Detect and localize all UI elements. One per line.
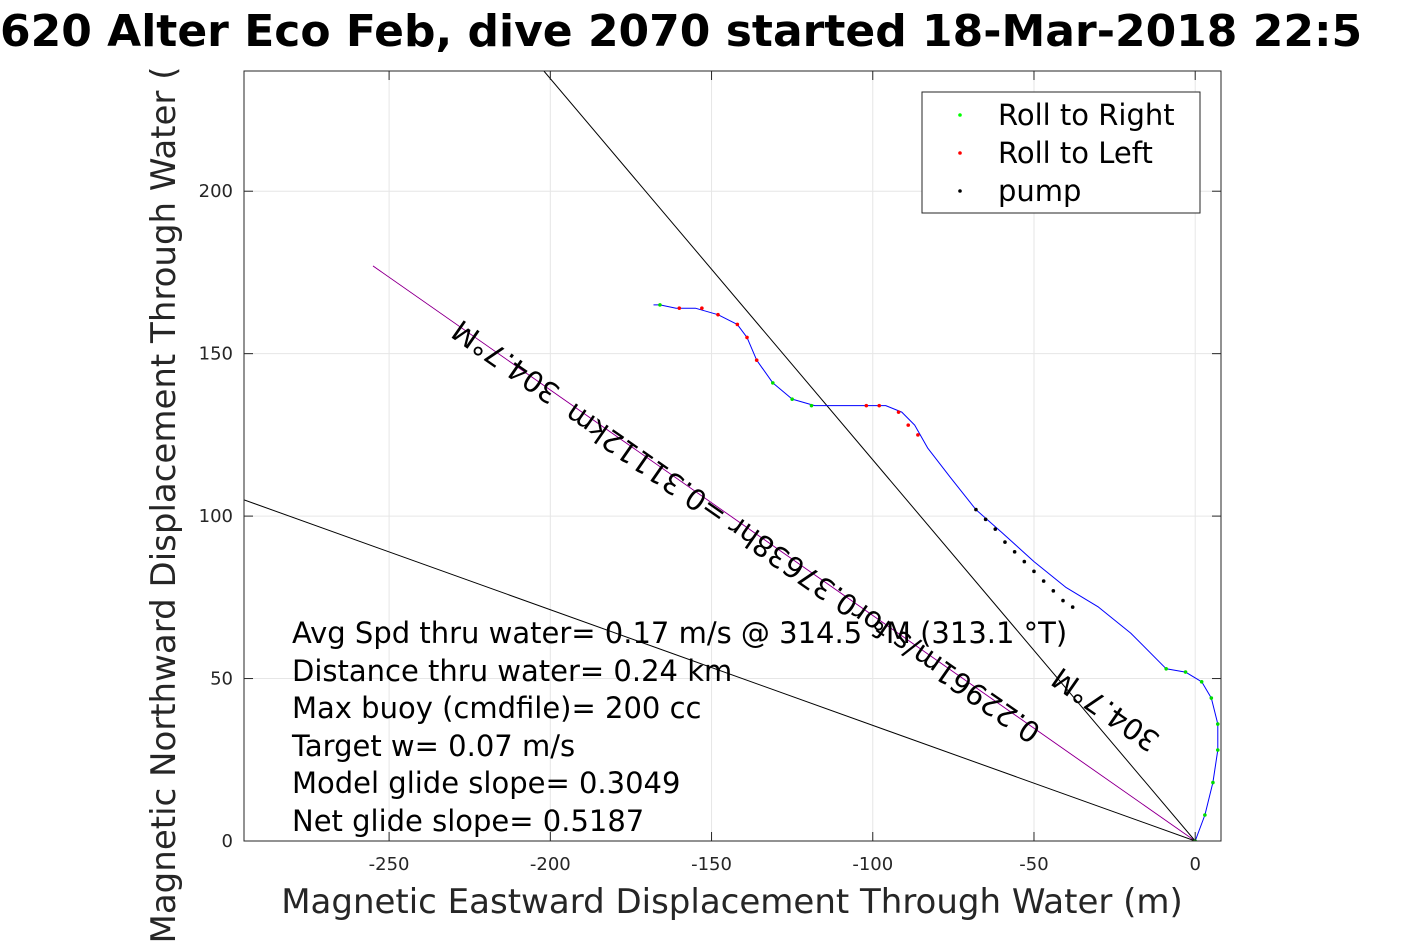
legend-label-roll-left: Roll to Left xyxy=(998,136,1153,170)
x-tick-label: -100 xyxy=(852,854,893,875)
roll-right-point xyxy=(1211,780,1215,785)
roll-left-point xyxy=(916,433,920,437)
stat-distance: Distance thru water= 0.24 km xyxy=(292,654,732,688)
x-tick-label: -200 xyxy=(530,854,571,875)
stat-model-glide: Model glide slope= 0.3049 xyxy=(292,766,680,800)
tick-layer: -250 -200 -150 -100 -50 0 0 50 100 150 200 xyxy=(199,71,1221,875)
roll-right-point xyxy=(1203,813,1207,817)
legend-marker-pump xyxy=(958,189,962,193)
pump-point xyxy=(1061,598,1065,603)
pump-point xyxy=(1032,569,1036,574)
stat-net-glide: Net glide slope= 0.5187 xyxy=(292,804,644,838)
pump-point xyxy=(1022,559,1027,564)
roll-left-point xyxy=(677,306,682,310)
roll-right-point xyxy=(1215,748,1220,752)
x-tick-label: 0 xyxy=(1189,854,1200,875)
roll-right-point xyxy=(809,403,814,408)
legend-label-roll-right: Roll to Right xyxy=(998,98,1175,132)
roll-left-point xyxy=(700,306,704,310)
y-tick-label: 0 xyxy=(222,831,233,852)
roll-right-point xyxy=(1199,680,1204,684)
y-tick-label: 150 xyxy=(199,344,233,365)
pump-point xyxy=(1041,579,1046,583)
roll-right-point xyxy=(1164,667,1168,671)
pump-point xyxy=(1070,605,1075,609)
dive-track-line xyxy=(653,304,1219,841)
pump-point xyxy=(1051,589,1056,593)
stat-max-buoy: Max buoy (cmdfile)= 200 cc xyxy=(292,691,701,725)
pump-point xyxy=(983,517,988,522)
y-tick-label: 100 xyxy=(199,506,233,527)
roll-right-point xyxy=(1209,696,1214,700)
pump-point xyxy=(974,507,978,512)
y-tick-label: 200 xyxy=(199,181,233,202)
reference-line-2 xyxy=(244,499,1196,841)
roll-left-point xyxy=(745,335,749,340)
roll-right-point xyxy=(771,381,775,385)
pump-point xyxy=(1012,550,1017,554)
chart-title: 620 Alter Eco Feb, dive 2070 started 18-… xyxy=(0,6,1363,57)
y-tick-label: 50 xyxy=(210,669,233,690)
roll-left-point xyxy=(716,312,720,317)
reference-line-1 xyxy=(543,71,1196,841)
roll-left-point xyxy=(735,322,740,327)
x-tick-label: -150 xyxy=(691,854,732,875)
y-axis-label: Magnetic Northward Displacement Through … xyxy=(144,67,184,944)
legend-marker-roll-right xyxy=(958,113,962,117)
roll-left-point xyxy=(877,403,882,408)
legend-marker-roll-left xyxy=(958,151,962,155)
roll-left-point xyxy=(896,410,901,414)
roll-left-point xyxy=(906,423,911,427)
marker-layer xyxy=(658,303,1220,841)
stats-block: Avg Spd thru water= 0.17 m/s @ 314.5 °M … xyxy=(291,616,1067,838)
legend-box xyxy=(921,91,1201,214)
x-axis-label: Magnetic Eastward Displacement Through W… xyxy=(281,882,1183,922)
pump-point xyxy=(1003,540,1007,544)
reference-lines xyxy=(244,71,1196,841)
roll-left-point xyxy=(754,358,759,362)
stat-target-w: Target w= 0.07 m/s xyxy=(291,729,575,763)
legend: Roll to Right Roll to Left pump xyxy=(921,91,1201,214)
roll-right-point xyxy=(790,397,794,401)
roll-right-point xyxy=(658,303,662,307)
roll-right-point xyxy=(1215,722,1220,726)
plot-frame xyxy=(243,70,1222,842)
pump-point xyxy=(993,527,998,531)
stat-avg-speed: Avg Spd thru water= 0.17 m/s @ 314.5 °M … xyxy=(292,616,1067,650)
legend-label-pump: pump xyxy=(998,174,1081,208)
track-layer xyxy=(653,304,1219,841)
roll-left-point xyxy=(864,403,869,408)
roll-right-point xyxy=(1183,670,1188,674)
heading-line-overlay xyxy=(372,265,1196,841)
x-tick-label: -250 xyxy=(369,854,410,875)
x-tick-label: -50 xyxy=(1019,854,1048,875)
